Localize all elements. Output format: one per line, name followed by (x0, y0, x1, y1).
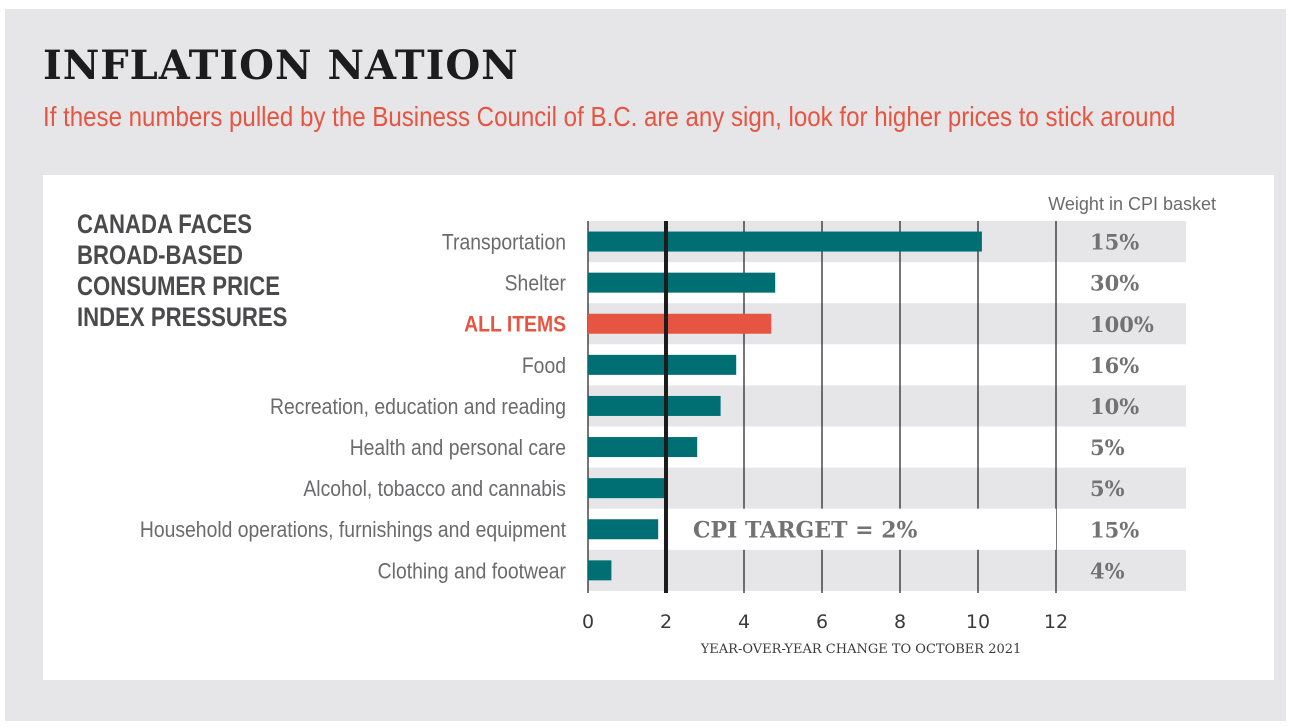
bar (588, 437, 698, 458)
category-label: Shelter (505, 272, 566, 296)
weight-values: 15% 30% 100% 16% 10% 5% 5% 15% 4% (1090, 230, 1154, 584)
weight-value: 30% (1090, 271, 1139, 296)
weight-value: 15% (1090, 517, 1139, 542)
bar (588, 560, 612, 581)
weight-value: 15% (1090, 230, 1139, 255)
category-label: Clothing and footwear (378, 559, 566, 583)
category-label: Health and personal care (350, 436, 566, 460)
weights-header: Weight in CPI basket (1048, 194, 1216, 214)
bar (588, 395, 721, 416)
x-tick-label: 6 (816, 611, 828, 633)
x-tick-labels: 0 2 4 6 8 10 12 (582, 611, 1068, 633)
category-label: ALL ITEMS (464, 313, 566, 337)
bar (588, 354, 737, 375)
weight-value: 100% (1090, 312, 1154, 337)
x-tick-label: 8 (894, 611, 906, 633)
x-tick-label: 10 (966, 611, 990, 633)
x-tick-label: 2 (660, 611, 672, 633)
bars: CPI TARGET = 2% (588, 221, 1056, 593)
weight-value: 5% (1090, 476, 1125, 501)
bar (588, 519, 659, 540)
row-band (588, 467, 1186, 509)
infographic-title: INFLATION NATION (43, 42, 519, 89)
category-label: Household operations, furnishings and eq… (140, 518, 566, 542)
weight-value: 10% (1090, 394, 1139, 419)
category-label: Transportation (442, 230, 566, 254)
weight-value: 4% (1090, 558, 1125, 583)
x-tick-label: 0 (582, 611, 594, 633)
category-label: Food (522, 354, 566, 378)
bar (588, 272, 776, 293)
category-labels: Transportation Shelter ALL ITEMS Food Recrea… (140, 230, 566, 583)
infographic-subtitle: If these numbers pulled by the Business … (43, 101, 1176, 132)
weight-value: 16% (1090, 353, 1139, 378)
row-band (588, 549, 1186, 591)
chart-title: CANADA FACES BROAD-BASED CONSUMER PRICE … (77, 209, 288, 332)
category-label: Alcohol, tobacco and cannabis (303, 477, 566, 501)
x-tick-label: 12 (1044, 611, 1068, 633)
weight-value: 5% (1090, 435, 1125, 460)
target-label: CPI TARGET = 2% (693, 517, 918, 543)
x-tick-label: 4 (738, 611, 750, 633)
bar (588, 478, 666, 499)
target-label-background (670, 508, 1056, 550)
bar (588, 231, 982, 252)
bar-highlight (588, 313, 772, 334)
x-axis-label: YEAR-OVER-YEAR CHANGE TO OCTOBER 2021 (700, 642, 1022, 657)
category-label: Recreation, education and reading (270, 395, 566, 419)
